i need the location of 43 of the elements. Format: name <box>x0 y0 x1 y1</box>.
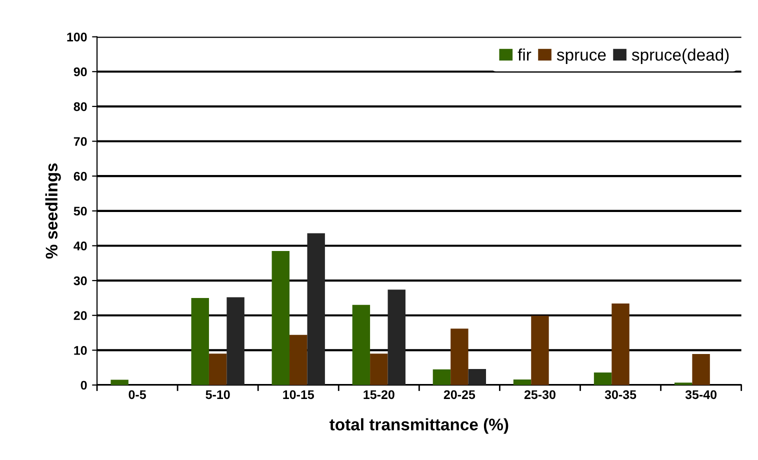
bar <box>612 304 630 386</box>
legend-label: spruce <box>556 52 606 64</box>
bar <box>388 290 406 386</box>
bar <box>352 304 370 386</box>
bar <box>450 328 468 386</box>
x-tick-label: 20-25 <box>444 390 476 400</box>
y-tick-label: 100 <box>67 32 87 42</box>
x-tick-label: 0-5 <box>128 390 146 400</box>
y-tick-label: 80 <box>74 102 87 112</box>
y-tick-label: 50 <box>74 206 87 216</box>
x-tick-label: 10-15 <box>283 390 314 400</box>
x-tick-label: 30-35 <box>604 390 636 400</box>
bar <box>513 379 532 386</box>
bar <box>531 316 549 386</box>
bar <box>594 372 612 386</box>
x-axis-title: total transmittance (%) <box>330 418 508 434</box>
bar <box>191 298 209 386</box>
y-tick-label: 0 <box>80 380 87 390</box>
y-axis-title: % seedlings <box>45 163 61 259</box>
bar <box>208 354 227 386</box>
y-tick-label: 70 <box>74 137 87 146</box>
x-tick-label: 15-20 <box>364 390 394 400</box>
y-tick-label: 30 <box>74 276 87 286</box>
x-tick-label: 35-40 <box>685 390 717 400</box>
bar <box>272 250 290 386</box>
bar <box>674 382 692 386</box>
bar <box>226 297 244 386</box>
legend-label: spruce(dead) <box>632 48 729 64</box>
bar <box>110 380 128 386</box>
x-tick-label: 5-10 <box>206 390 230 400</box>
y-tick-label: 90 <box>74 67 87 76</box>
bar <box>307 233 325 386</box>
y-tick-label: 10 <box>74 346 87 355</box>
bar <box>692 354 710 386</box>
y-tick-label: 40 <box>74 242 87 250</box>
x-tick-label: 25-30 <box>524 390 556 400</box>
bar <box>290 334 308 386</box>
bar <box>468 369 486 386</box>
y-tick-label: 20 <box>74 311 87 320</box>
legend-label: fir <box>518 48 532 61</box>
bar <box>432 369 451 386</box>
bar <box>370 354 388 386</box>
y-tick-label: 60 <box>74 172 87 181</box>
